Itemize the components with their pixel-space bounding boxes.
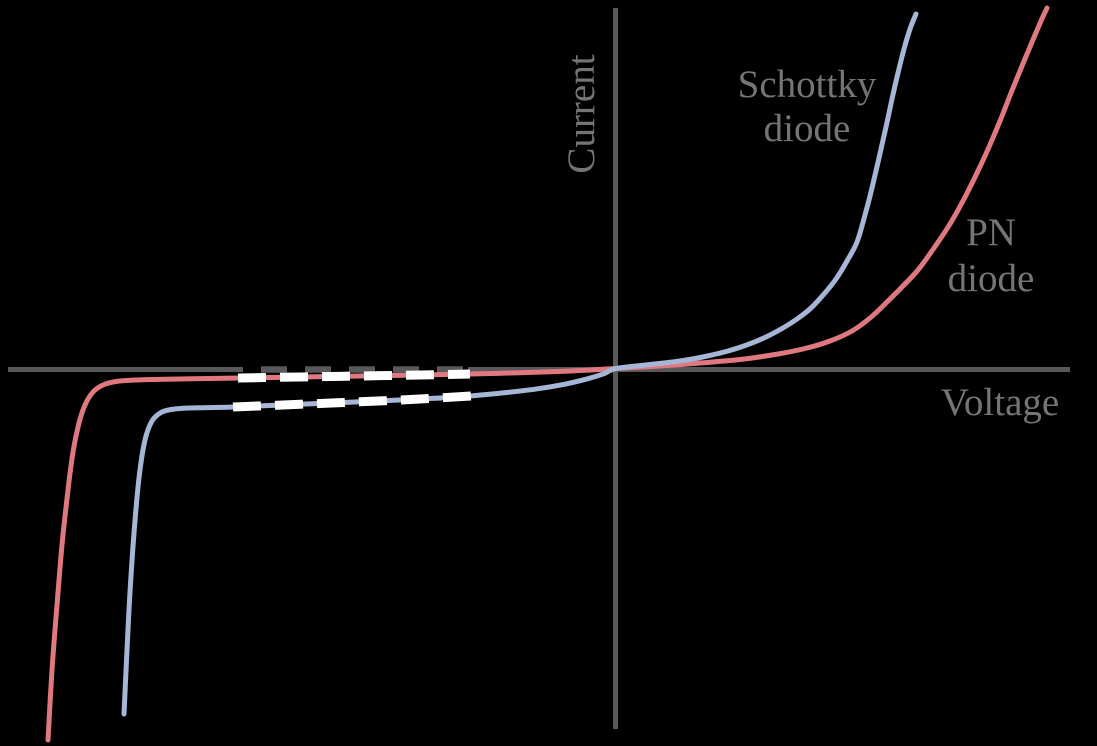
curve-break-overlay-schottky <box>232 391 473 412</box>
schottky-series-label-line2: diode <box>763 107 851 150</box>
pn-diode-curve <box>45 5 1050 743</box>
y-axis-label: Current <box>560 54 603 174</box>
pn-series-label: PN diode <box>948 210 1035 302</box>
schottky-diode-curve <box>121 11 919 717</box>
schottky-series-label-line1: Schottky <box>737 63 877 106</box>
schottky-series-label: Schottky diode <box>738 63 877 151</box>
curve-break-overlay-pn <box>237 369 471 383</box>
pn-series-label-line1: PN <box>966 211 1016 254</box>
pn-series-label-line2: diode <box>947 257 1035 300</box>
x-axis-label: Voltage <box>940 381 1060 424</box>
